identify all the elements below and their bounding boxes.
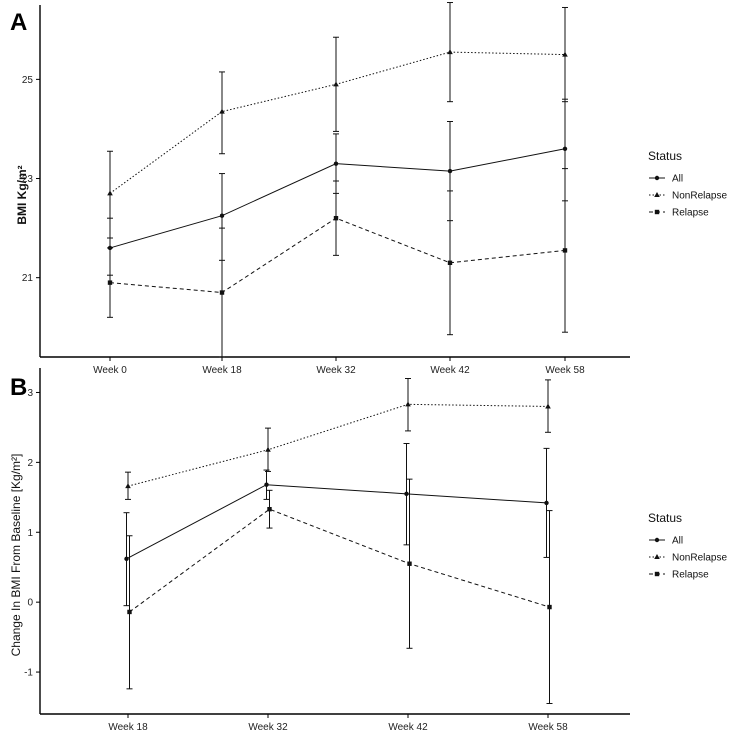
panel-b-plot-area: -1 0 1 2 3 Week 18 Week 32 Week 42 Week 58: [24, 368, 630, 733]
panel-a-y-axis-title: BMI Kg/m²: [15, 165, 29, 224]
legend-label: Relapse: [672, 570, 709, 581]
panel-b-legend: Status All NonRelapse Relapse: [648, 511, 727, 581]
legend-label: All: [672, 174, 683, 185]
panel-a: A BMI Kg/m² 21 23 25 Week 0 Week 18 Week 32 We…: [10, 2, 727, 376]
panel-b-letter: B: [10, 374, 27, 401]
panel-a-x-tick-label: Week 18: [202, 365, 242, 376]
panel-a-plot-area: 21 23 25 Week 0 Week 18 Week 32 Week 42 Week 58: [22, 2, 630, 376]
panel-b-y-tick-label: 2: [27, 458, 33, 469]
panel-b-nonrelapse-point: [125, 483, 131, 489]
panel-a-series-all: [107, 98, 568, 276]
panel-b-series-relapse: [126, 478, 553, 705]
panel-a-all-point: [562, 146, 568, 151]
panel-b-legend-item-relapse: Relapse: [649, 570, 709, 581]
panel-a-relapse-point: [219, 290, 225, 295]
panel-b: B Change In BMI From Baseline [Kg/m²] -1…: [9, 368, 727, 733]
panel-b-legend-item-all: All: [649, 536, 683, 547]
panel-a-legend-item-nonrelapse: NonRelapse: [649, 191, 727, 202]
panel-a-relapse-point: [447, 260, 453, 266]
panel-b-nonrelapse-point: [265, 446, 271, 452]
panel-a-nonrelapse-point: [219, 108, 225, 114]
legend-marker: [654, 554, 660, 559]
panel-b-y-tick-label: -1: [24, 668, 33, 679]
panel-a-series-nonrelapse: [107, 2, 568, 239]
panel-b-nonrelapse-point: [405, 401, 411, 407]
panel-a-x-tick-label: Week 42: [430, 365, 470, 376]
panel-b-y-tick-label: 3: [27, 388, 33, 399]
panel-a-x-tick-label: Week 0: [93, 365, 127, 376]
panel-a-y-tick-label: 21: [22, 273, 34, 284]
panel-b-nonrelapse-point: [545, 403, 551, 409]
panel-b-all-line: [126, 484, 547, 560]
panel-a-nonrelapse-point: [447, 49, 453, 55]
panel-b-series-all: [123, 442, 550, 607]
panel-b-relapse-point: [547, 604, 552, 610]
panel-b-series-nonrelapse: [125, 377, 551, 500]
legend-marker: [654, 192, 660, 197]
panel-b-all-point: [264, 482, 269, 487]
panel-b-nonrelapse-line: [127, 403, 549, 487]
panel-b-x-tick-label: Week 32: [248, 722, 288, 733]
legend-marker: [654, 537, 660, 543]
panel-a-nonrelapse-point: [107, 190, 113, 196]
panel-a-all-point: [447, 168, 453, 174]
panel-a-all-point: [333, 161, 339, 166]
panel-a-legend-item-relapse: Relapse: [649, 208, 709, 219]
panel-a-x-tick-label: Week 58: [545, 365, 585, 376]
legend-label: NonRelapse: [672, 553, 727, 564]
panel-b-relapse-point: [267, 506, 272, 512]
legend-label: NonRelapse: [672, 191, 727, 202]
panel-a-relapse-point: [333, 215, 339, 221]
panel-a-y-tick-label: 23: [22, 174, 34, 185]
panel-b-all-point: [124, 556, 129, 562]
panel-b-x-tick-label: Week 18: [108, 722, 148, 733]
panel-a-series-relapse: [107, 168, 568, 358]
panel-b-all-point: [544, 500, 549, 506]
panel-a-relapse-point: [107, 280, 113, 285]
panel-b-y-tick-label: 0: [27, 598, 33, 609]
panel-a-relapse-point: [562, 248, 568, 253]
panel-a-legend-item-all: All: [649, 174, 683, 185]
panel-a-nonrelapse-point: [562, 51, 568, 57]
legend-marker: [654, 571, 660, 577]
panel-b-legend-title: Status: [648, 511, 682, 525]
panel-b-relapse-line: [129, 508, 550, 613]
panel-a-legend: Status All NonRelapse Relapse: [648, 149, 727, 219]
legend-label: All: [672, 536, 683, 547]
panel-a-all-point: [219, 213, 225, 218]
panel-b-y-tick-label: 1: [27, 528, 33, 539]
legend-marker: [654, 209, 660, 215]
panel-a-legend-title: Status: [648, 149, 682, 163]
panel-a-x-tick-label: Week 32: [316, 365, 356, 376]
panel-a-nonrelapse-point: [333, 81, 339, 87]
panel-a-y-tick-label: 25: [22, 75, 34, 86]
legend-marker: [654, 175, 660, 181]
panel-a-nonrelapse-line: [109, 51, 566, 194]
panel-b-x-tick-label: Week 58: [528, 722, 568, 733]
panel-b-relapse-point: [127, 609, 132, 615]
panel-b-legend-item-nonrelapse: NonRelapse: [649, 553, 727, 564]
panel-b-relapse-point: [407, 561, 412, 566]
panel-b-y-axis-title: Change In BMI From Baseline [Kg/m²]: [9, 454, 23, 657]
panel-b-x-tick-label: Week 42: [388, 722, 428, 733]
legend-label: Relapse: [672, 208, 709, 219]
panel-a-letter: A: [10, 9, 27, 36]
panel-b-all-point: [404, 491, 409, 497]
